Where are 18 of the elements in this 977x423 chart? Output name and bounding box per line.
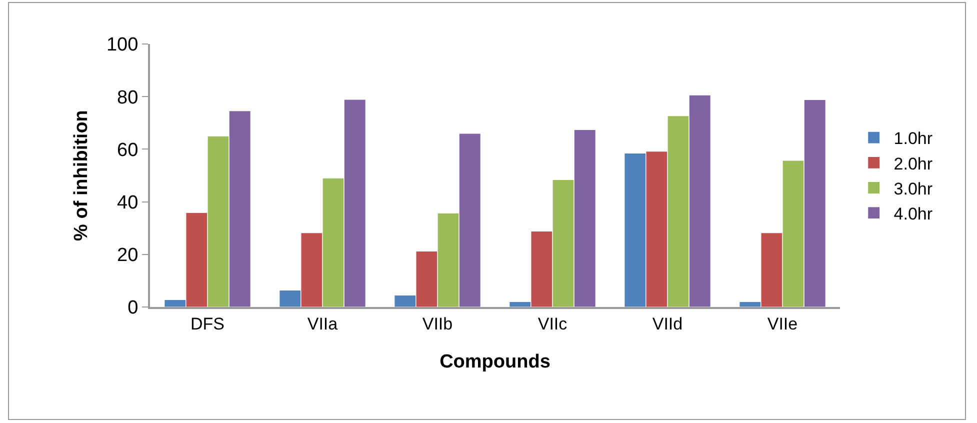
y-tick-label: 20 xyxy=(117,245,138,266)
y-axis-title: % of inhibition xyxy=(70,110,92,241)
y-tick-label: 0 xyxy=(128,298,138,319)
x-tick-label: VIIc xyxy=(538,314,568,334)
x-tick-label: VIIb xyxy=(422,314,453,334)
x-tick-label: DFS xyxy=(190,314,224,334)
y-tick-label: 40 xyxy=(117,192,138,214)
legend-label: 2.0hr xyxy=(894,154,933,174)
y-tick-label: 60 xyxy=(117,140,138,161)
x-tick-label: VIId xyxy=(652,314,683,334)
y-tick-label: 80 xyxy=(117,87,138,108)
x-axis-title: Compounds xyxy=(440,352,550,373)
x-tick-label: VIIa xyxy=(307,314,338,334)
y-tick-label: 100 xyxy=(106,34,138,56)
legend-label: 1.0hr xyxy=(894,129,933,148)
legend-label: 4.0hr xyxy=(894,204,933,224)
legend-label: 3.0hr xyxy=(894,179,933,198)
x-tick-label: VIIe xyxy=(767,314,798,334)
